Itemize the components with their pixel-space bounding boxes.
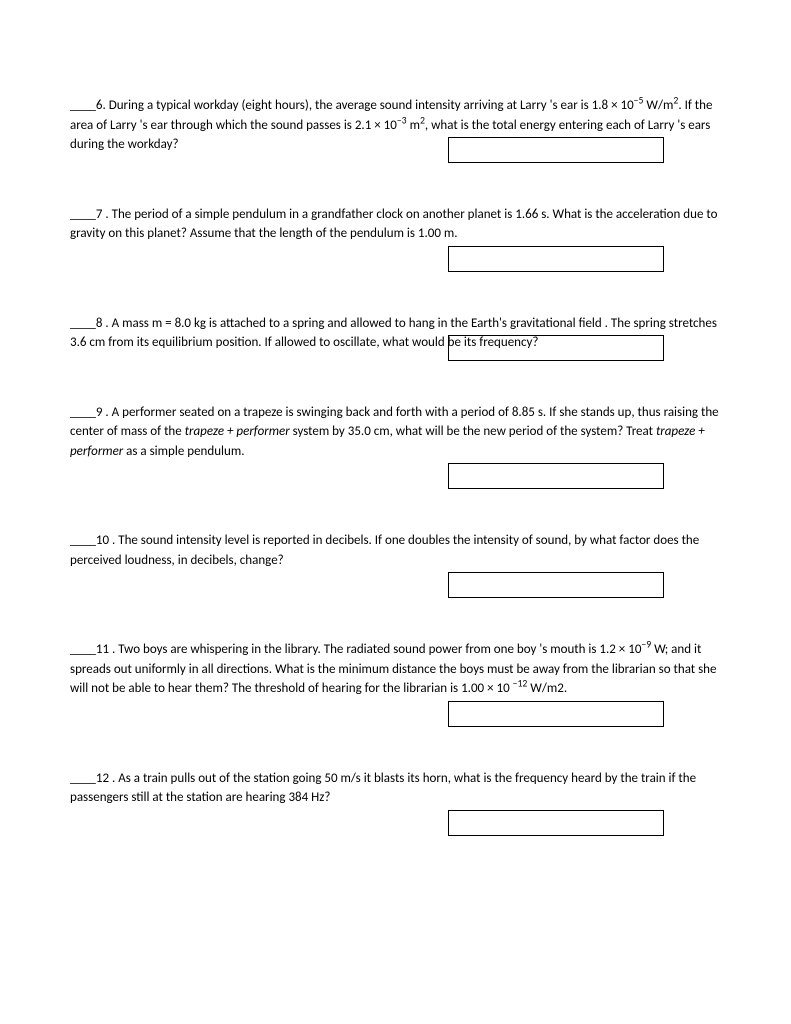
question-10-text: ____10 . The sound intensity level is re… <box>70 531 721 570</box>
question-7-text: ____7 . The period of a simple pendulum … <box>70 205 721 244</box>
q6-sup1: −5 <box>634 95 644 107</box>
q11-sup1: −9 <box>641 639 651 651</box>
q9-italic1: trapeze + performer <box>185 424 290 439</box>
q6-sup3: −3 <box>397 114 407 126</box>
q6-part1: ____6. During a typical workday (eight h… <box>70 98 634 113</box>
question-11: ____11 . Two boys are whispering in the … <box>70 640 721 727</box>
question-12: ____12 . As a train pulls out of the sta… <box>70 769 721 836</box>
worksheet-page: ____6. During a typical workday (eight h… <box>0 0 791 918</box>
question-8: ____8 . A mass m = 8.0 kg is attached to… <box>70 314 721 361</box>
question-12-text: ____12 . As a train pulls out of the sta… <box>70 769 721 808</box>
question-6: ____6. During a typical workday (eight h… <box>70 96 721 163</box>
question-9-text: ____9 . A performer seated on a trapeze … <box>70 403 721 462</box>
q9-part3: as a simple pendulum. <box>123 444 244 459</box>
question-10: ____10 . The sound intensity level is re… <box>70 531 721 598</box>
q6-part4: m <box>407 118 420 133</box>
answer-box-7[interactable] <box>448 246 664 272</box>
answer-box-12[interactable] <box>448 810 664 836</box>
answer-box-11[interactable] <box>448 701 664 727</box>
answer-box-9[interactable] <box>448 463 664 489</box>
q11-part3: W/m2. <box>527 681 567 696</box>
answer-box-10[interactable] <box>448 572 664 598</box>
question-11-text: ____11 . Two boys are whispering in the … <box>70 640 721 699</box>
q11-sup2: −12 <box>513 678 528 690</box>
q9-part2: system by 35.0 cm, what will be the new … <box>290 424 656 439</box>
question-7: ____7 . The period of a simple pendulum … <box>70 205 721 272</box>
answer-box-6[interactable] <box>448 137 664 163</box>
question-9: ____9 . A performer seated on a trapeze … <box>70 403 721 490</box>
q11-part1: ____11 . Two boys are whispering in the … <box>70 642 641 657</box>
q6-part2: W/m <box>643 98 673 113</box>
